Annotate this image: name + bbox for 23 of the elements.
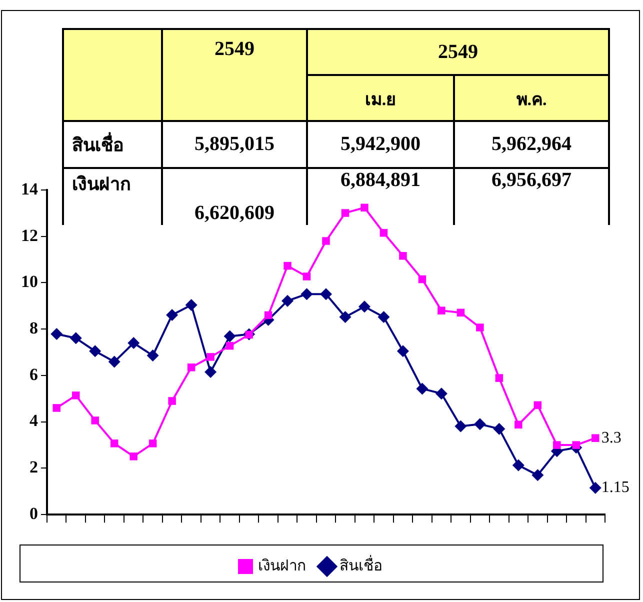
y-tick-label: 0 — [30, 504, 38, 523]
annotation: 6,956,697 — [454, 168, 609, 225]
y-tick-label: 6 — [30, 364, 38, 384]
text: 5,962,964 — [492, 133, 572, 155]
y-tick-label: 14 — [21, 179, 38, 198]
y-tick-label: 10 — [21, 272, 38, 292]
text: เม.ย — [364, 90, 396, 108]
legend-label: สินเชื่อ — [340, 554, 382, 574]
data-label: 1.15 — [601, 479, 630, 496]
y-tick-label: 2 — [30, 458, 38, 477]
annotation: 6,620,609 — [162, 168, 307, 225]
y-tick-label: 4 — [30, 411, 38, 430]
text: 5,942,900 — [340, 133, 420, 155]
annotation: เงินฝาก — [63, 168, 162, 225]
annotation: 6,884,891 — [307, 168, 454, 225]
text: 2549 — [438, 40, 478, 62]
y-tick-label: 12 — [21, 226, 38, 245]
text: 2549 — [214, 38, 254, 60]
text: พ.ค. — [516, 90, 547, 108]
text: 5,895,015 — [194, 133, 274, 155]
legend-label: เงินฝาก — [258, 557, 306, 574]
data-label: 3.3 — [601, 429, 622, 446]
y-tick-label: 8 — [30, 318, 38, 338]
